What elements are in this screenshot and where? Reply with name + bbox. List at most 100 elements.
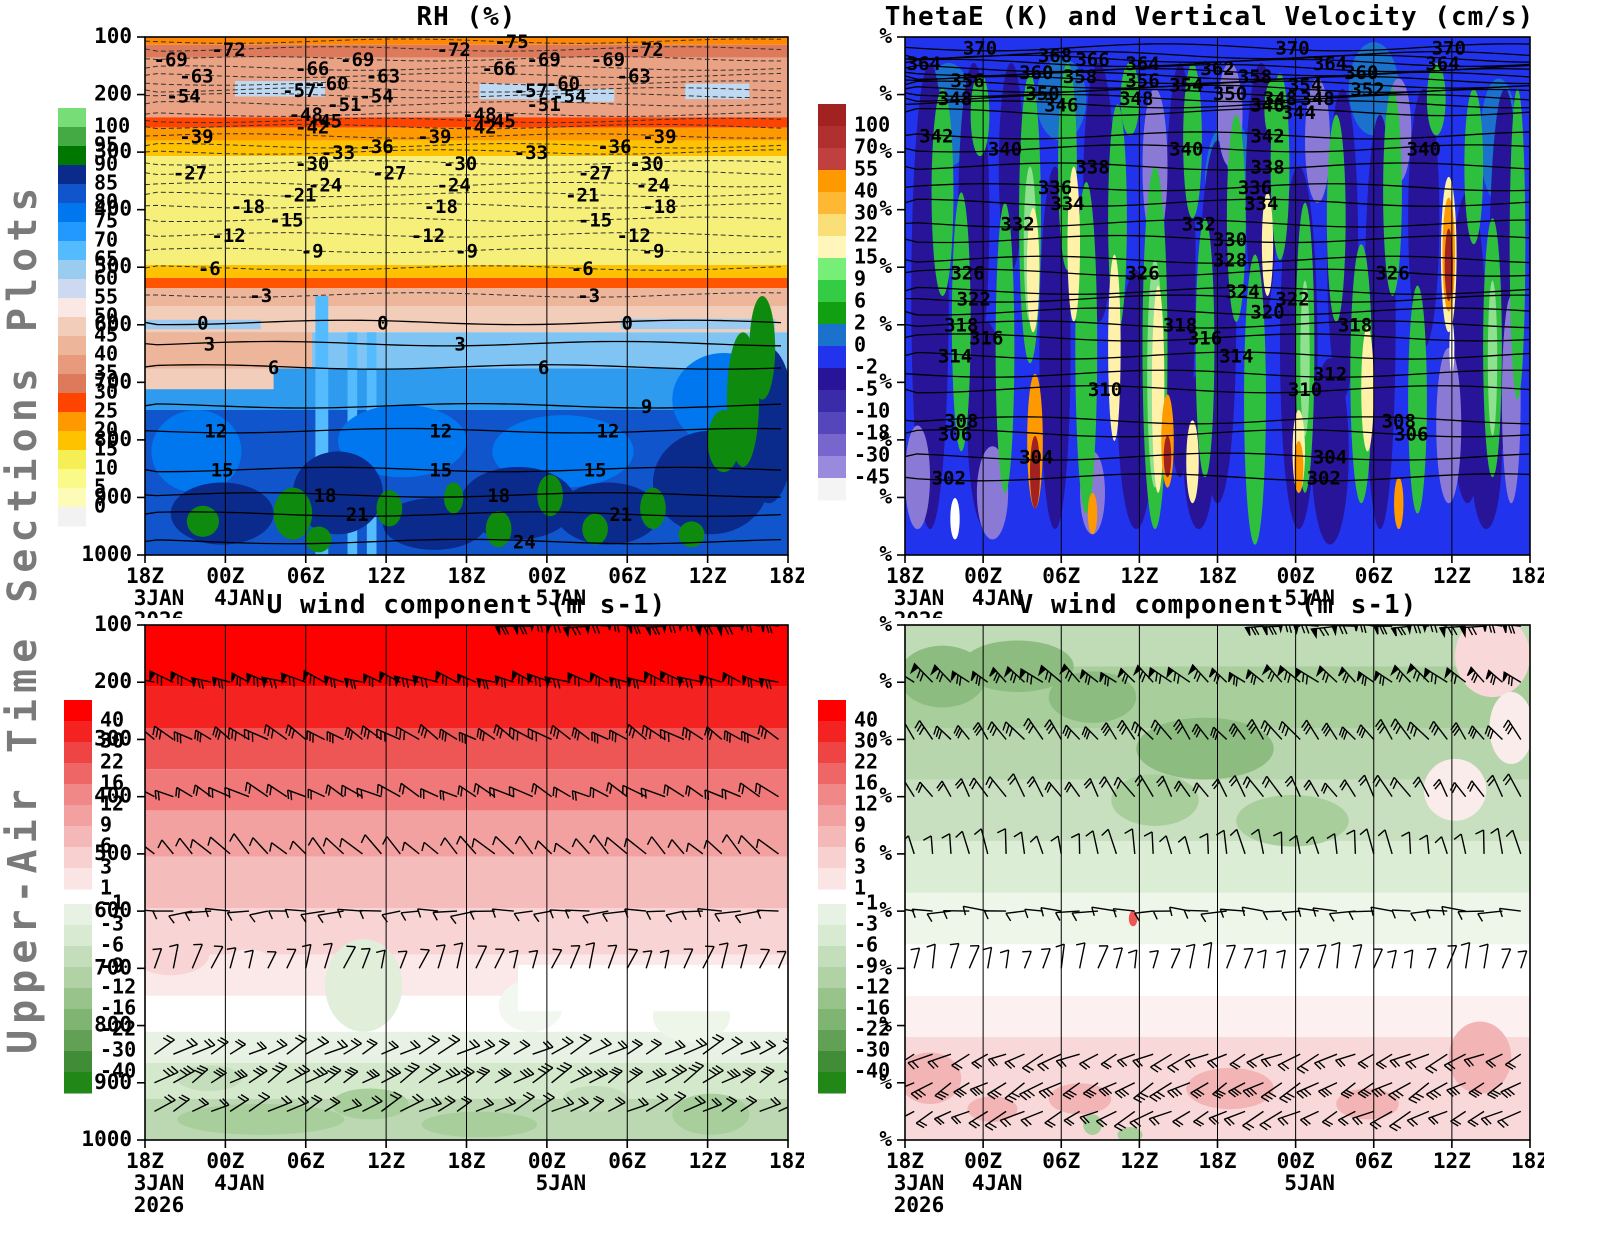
svg-text:-30: -30: [629, 153, 663, 175]
svg-text:-45: -45: [308, 110, 342, 132]
svg-text:304: 304: [1019, 447, 1053, 469]
u-wind-barbs: [145, 625, 788, 1113]
svg-text:-54: -54: [166, 86, 200, 108]
svg-text:-12: -12: [854, 975, 890, 999]
svg-text:18: 18: [314, 485, 337, 507]
svg-text:35: 35: [94, 361, 118, 385]
svg-text:-60: -60: [314, 73, 348, 95]
svg-text:348: 348: [1300, 88, 1334, 110]
svg-text:80: 80: [94, 190, 118, 214]
svg-text:-69: -69: [340, 49, 374, 71]
svg-text:-12: -12: [211, 225, 245, 247]
svg-text:06Z: 06Z: [287, 1149, 325, 1173]
svg-text:12: 12: [204, 421, 227, 443]
svg-text:-36: -36: [597, 136, 631, 158]
svg-text:-27: -27: [372, 163, 406, 185]
svg-text:800: 800: [94, 427, 132, 451]
svg-text:312: 312: [1313, 364, 1347, 386]
svg-text:20: 20: [94, 418, 118, 442]
svg-text:302: 302: [1307, 467, 1341, 489]
svg-text:1: 1: [100, 876, 112, 900]
svg-text:-48: -48: [462, 104, 496, 126]
svg-text:70: 70: [854, 135, 878, 159]
svg-text:%: %: [879, 1127, 892, 1151]
svg-text:85: 85: [94, 171, 118, 195]
svg-text:-6: -6: [100, 933, 124, 957]
svg-text:9: 9: [854, 267, 866, 291]
svg-text:-27: -27: [578, 163, 612, 185]
svg-text:310: 310: [1288, 379, 1322, 401]
svg-text:-22: -22: [100, 1017, 136, 1041]
svg-text:1000: 1000: [81, 1127, 132, 1151]
svg-text:2026: 2026: [134, 608, 185, 618]
svg-text:55: 55: [94, 285, 118, 309]
rh-contour-lines: [145, 38, 782, 545]
svg-text:346: 346: [1250, 94, 1284, 116]
svg-text:318: 318: [944, 314, 978, 336]
svg-text:9: 9: [854, 813, 866, 837]
svg-text:%: %: [879, 669, 892, 693]
svg-text:22: 22: [854, 223, 878, 247]
svg-text:364: 364: [1425, 53, 1459, 75]
svg-text:340: 340: [1169, 138, 1203, 160]
svg-text:%: %: [879, 484, 892, 508]
panel-title-u-wind: U wind component (m s-1): [266, 590, 667, 620]
svg-text:0: 0: [854, 333, 866, 357]
svg-text:-72: -72: [211, 39, 245, 61]
svg-text:12: 12: [429, 421, 452, 443]
v-wind-plot: %%%%%%%%%%18Z 00Z 06Z 12Z 18Z 00Z 06Z 12Z 18Z3JA…: [818, 612, 1544, 1217]
svg-text:308: 308: [1382, 410, 1416, 432]
svg-text:362: 362: [1200, 58, 1234, 80]
svg-text:4JAN: 4JAN: [214, 1171, 265, 1195]
svg-text:12: 12: [100, 792, 124, 816]
svg-text:15: 15: [584, 460, 607, 482]
panel-title-rh: RH (%): [416, 2, 517, 32]
svg-text:-6: -6: [854, 933, 878, 957]
svg-text:366: 366: [1075, 49, 1109, 71]
svg-text:2: 2: [854, 311, 866, 335]
svg-text:70: 70: [94, 228, 118, 252]
svg-text:-40: -40: [100, 1059, 136, 1083]
svg-text:352: 352: [1350, 79, 1384, 101]
svg-text:326: 326: [950, 263, 984, 285]
svg-text:06Z: 06Z: [1042, 564, 1080, 588]
svg-text:600: 600: [94, 312, 132, 336]
svg-text:-39: -39: [179, 126, 213, 148]
svg-text:00Z: 00Z: [1277, 564, 1315, 588]
svg-text:3: 3: [100, 855, 112, 879]
svg-text:45: 45: [94, 323, 118, 347]
svg-text:12Z: 12Z: [367, 564, 405, 588]
svg-text:60: 60: [94, 266, 118, 290]
svg-text:328: 328: [1213, 250, 1247, 272]
svg-text:18Z: 18Z: [769, 564, 804, 588]
svg-text:12Z: 12Z: [1120, 1149, 1158, 1173]
svg-text:-12: -12: [617, 225, 651, 247]
svg-text:%: %: [879, 612, 892, 636]
svg-text:12Z: 12Z: [367, 1149, 405, 1173]
svg-text:364: 364: [1125, 53, 1159, 75]
svg-text:06Z: 06Z: [608, 564, 646, 588]
svg-text:-15: -15: [269, 209, 303, 231]
svg-text:-24: -24: [636, 175, 670, 197]
svg-text:-24: -24: [436, 175, 470, 197]
svg-text:316: 316: [969, 327, 1003, 349]
svg-text:-40: -40: [854, 1059, 890, 1083]
svg-text:21: 21: [609, 504, 632, 526]
svg-text:%: %: [879, 784, 892, 808]
svg-text:900: 900: [94, 484, 132, 508]
svg-text:18Z: 18Z: [448, 564, 486, 588]
svg-text:12Z: 12Z: [689, 1149, 727, 1173]
svg-text:336: 336: [1038, 177, 1072, 199]
svg-text:-72: -72: [629, 39, 663, 61]
svg-text:6: 6: [538, 357, 549, 379]
svg-text:340: 340: [988, 138, 1022, 160]
rh-x-axis: 18Z00Z06Z12Z18Z00Z06Z12Z18Z3JAN20264JAN5…: [126, 555, 804, 618]
svg-text:370: 370: [963, 37, 997, 59]
svg-text:1000: 1000: [81, 542, 132, 566]
svg-text:-75: -75: [494, 31, 528, 53]
svg-text:-3: -3: [854, 912, 878, 936]
svg-text:334: 334: [1244, 193, 1278, 215]
svg-text:-9: -9: [455, 240, 478, 262]
svg-text:-21: -21: [282, 184, 316, 206]
